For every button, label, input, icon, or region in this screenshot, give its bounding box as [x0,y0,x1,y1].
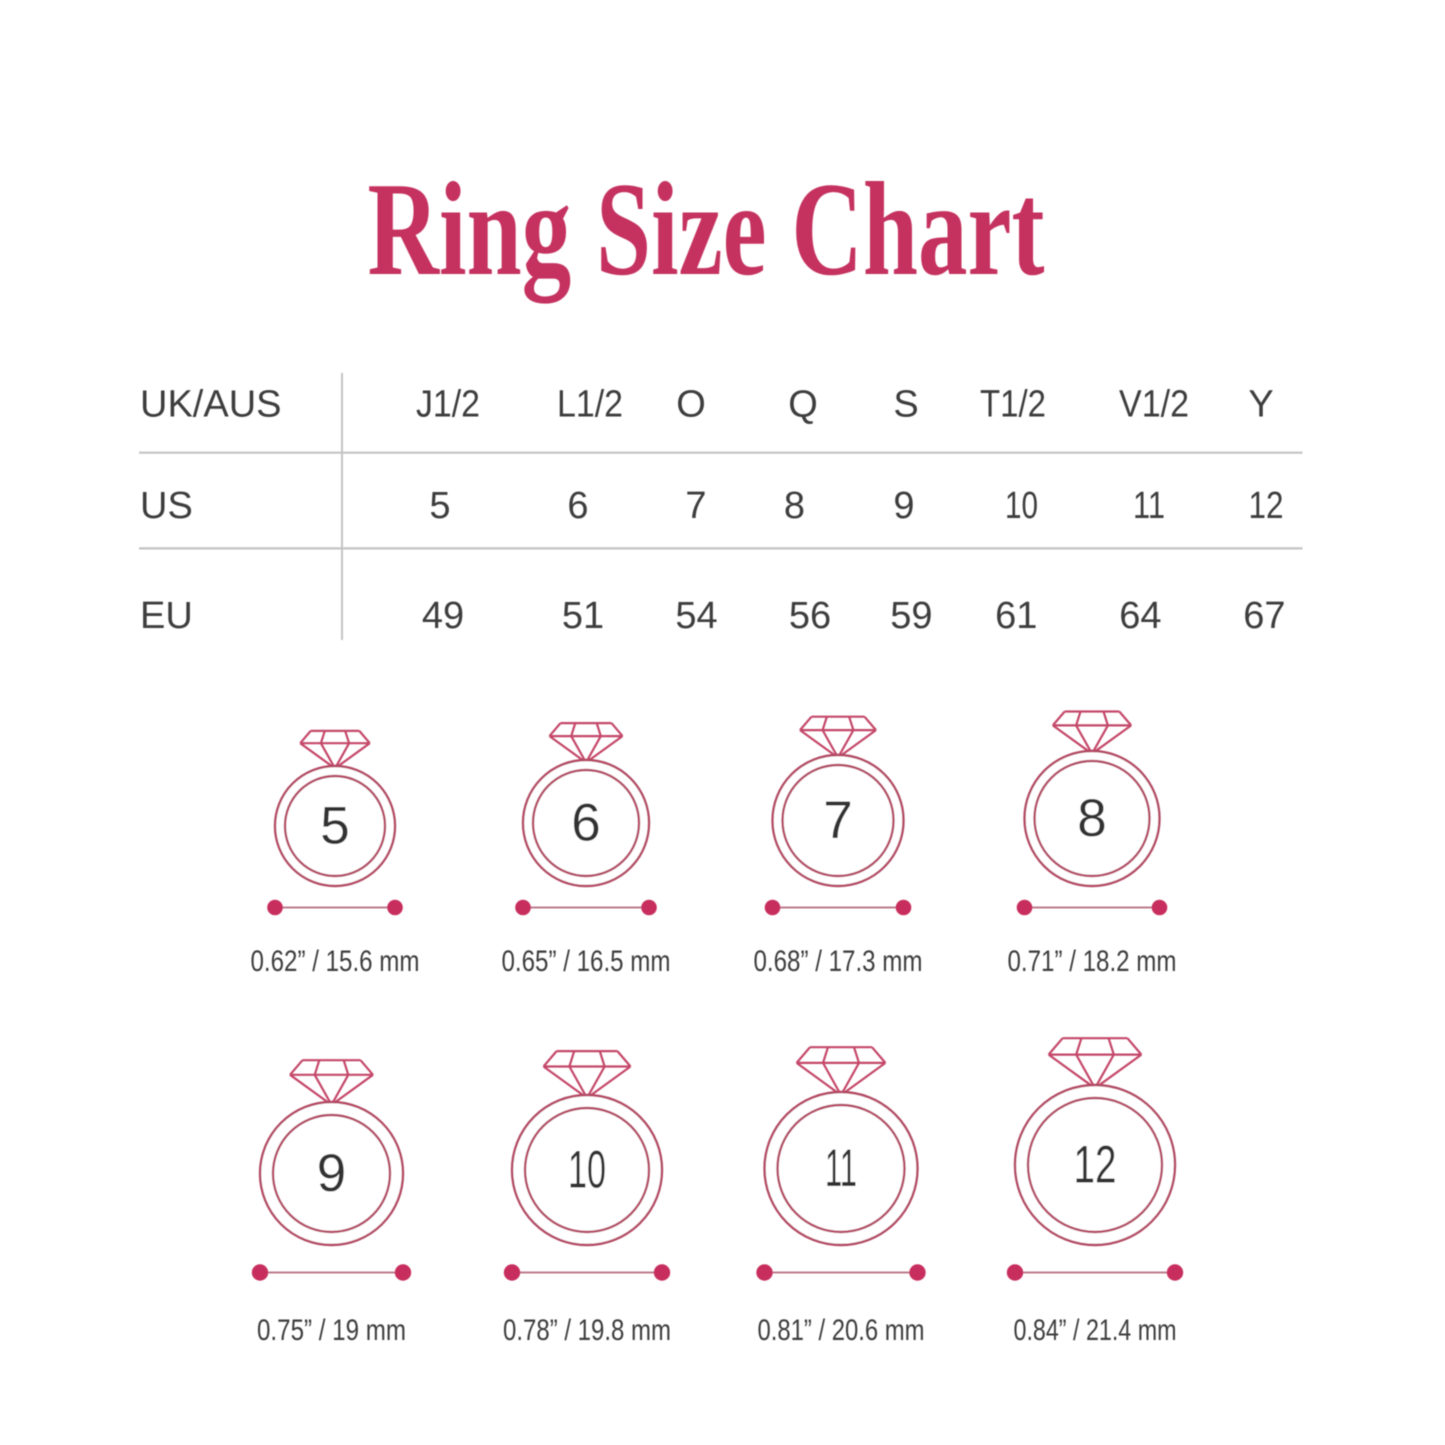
svg-text:67: 67 [1243,595,1285,637]
svg-text:0.78” / 19.8 mm: 0.78” / 19.8 mm [503,1314,671,1347]
svg-text:0.71” / 18.2 mm: 0.71” / 18.2 mm [1008,945,1177,978]
svg-text:61: 61 [995,595,1037,637]
svg-text:US: US [140,485,193,527]
svg-text:11: 11 [825,1139,857,1198]
svg-text:8: 8 [784,485,805,527]
svg-text:7: 7 [823,791,852,850]
svg-text:0.81” / 20.6 mm: 0.81” / 20.6 mm [758,1314,925,1347]
svg-text:8: 8 [1077,789,1106,848]
svg-text:Q: Q [788,383,818,425]
svg-text:UK/AUS: UK/AUS [140,383,281,425]
svg-text:5: 5 [429,485,450,527]
svg-text:9: 9 [317,1144,346,1203]
svg-text:6: 6 [567,485,588,527]
svg-text:O: O [676,383,706,425]
svg-text:EU: EU [140,595,193,637]
svg-text:10: 10 [1005,485,1038,527]
svg-text:Y: Y [1248,383,1273,425]
svg-text:0.65” / 16.5 mm: 0.65” / 16.5 mm [502,945,671,978]
svg-text:64: 64 [1119,595,1161,637]
svg-text:7: 7 [685,485,706,527]
svg-text:11: 11 [1133,485,1165,527]
svg-text:5: 5 [320,797,349,856]
svg-text:0.84” / 21.4 mm: 0.84” / 21.4 mm [1014,1314,1177,1347]
svg-text:12: 12 [1249,485,1284,527]
svg-text:0.68” / 17.3 mm: 0.68” / 17.3 mm [754,945,923,978]
svg-text:0.75” / 19 mm: 0.75” / 19 mm [257,1314,406,1347]
svg-text:L1/2: L1/2 [557,383,623,425]
svg-text:12: 12 [1074,1136,1117,1195]
svg-text:54: 54 [675,595,717,637]
svg-text:9: 9 [893,485,914,527]
svg-text:J1/2: J1/2 [416,383,480,425]
svg-text:59: 59 [890,595,932,637]
svg-text:0.62” / 15.6 mm: 0.62” / 15.6 mm [251,945,420,978]
svg-text:51: 51 [562,595,604,637]
svg-text:Ring Size Chart: Ring Size Chart [368,155,1045,304]
svg-text:56: 56 [789,595,831,637]
svg-text:6: 6 [571,794,600,853]
svg-text:T1/2: T1/2 [980,383,1046,425]
svg-text:10: 10 [568,1141,606,1200]
svg-text:49: 49 [422,595,464,637]
svg-text:S: S [893,383,918,425]
svg-text:V1/2: V1/2 [1119,383,1189,425]
